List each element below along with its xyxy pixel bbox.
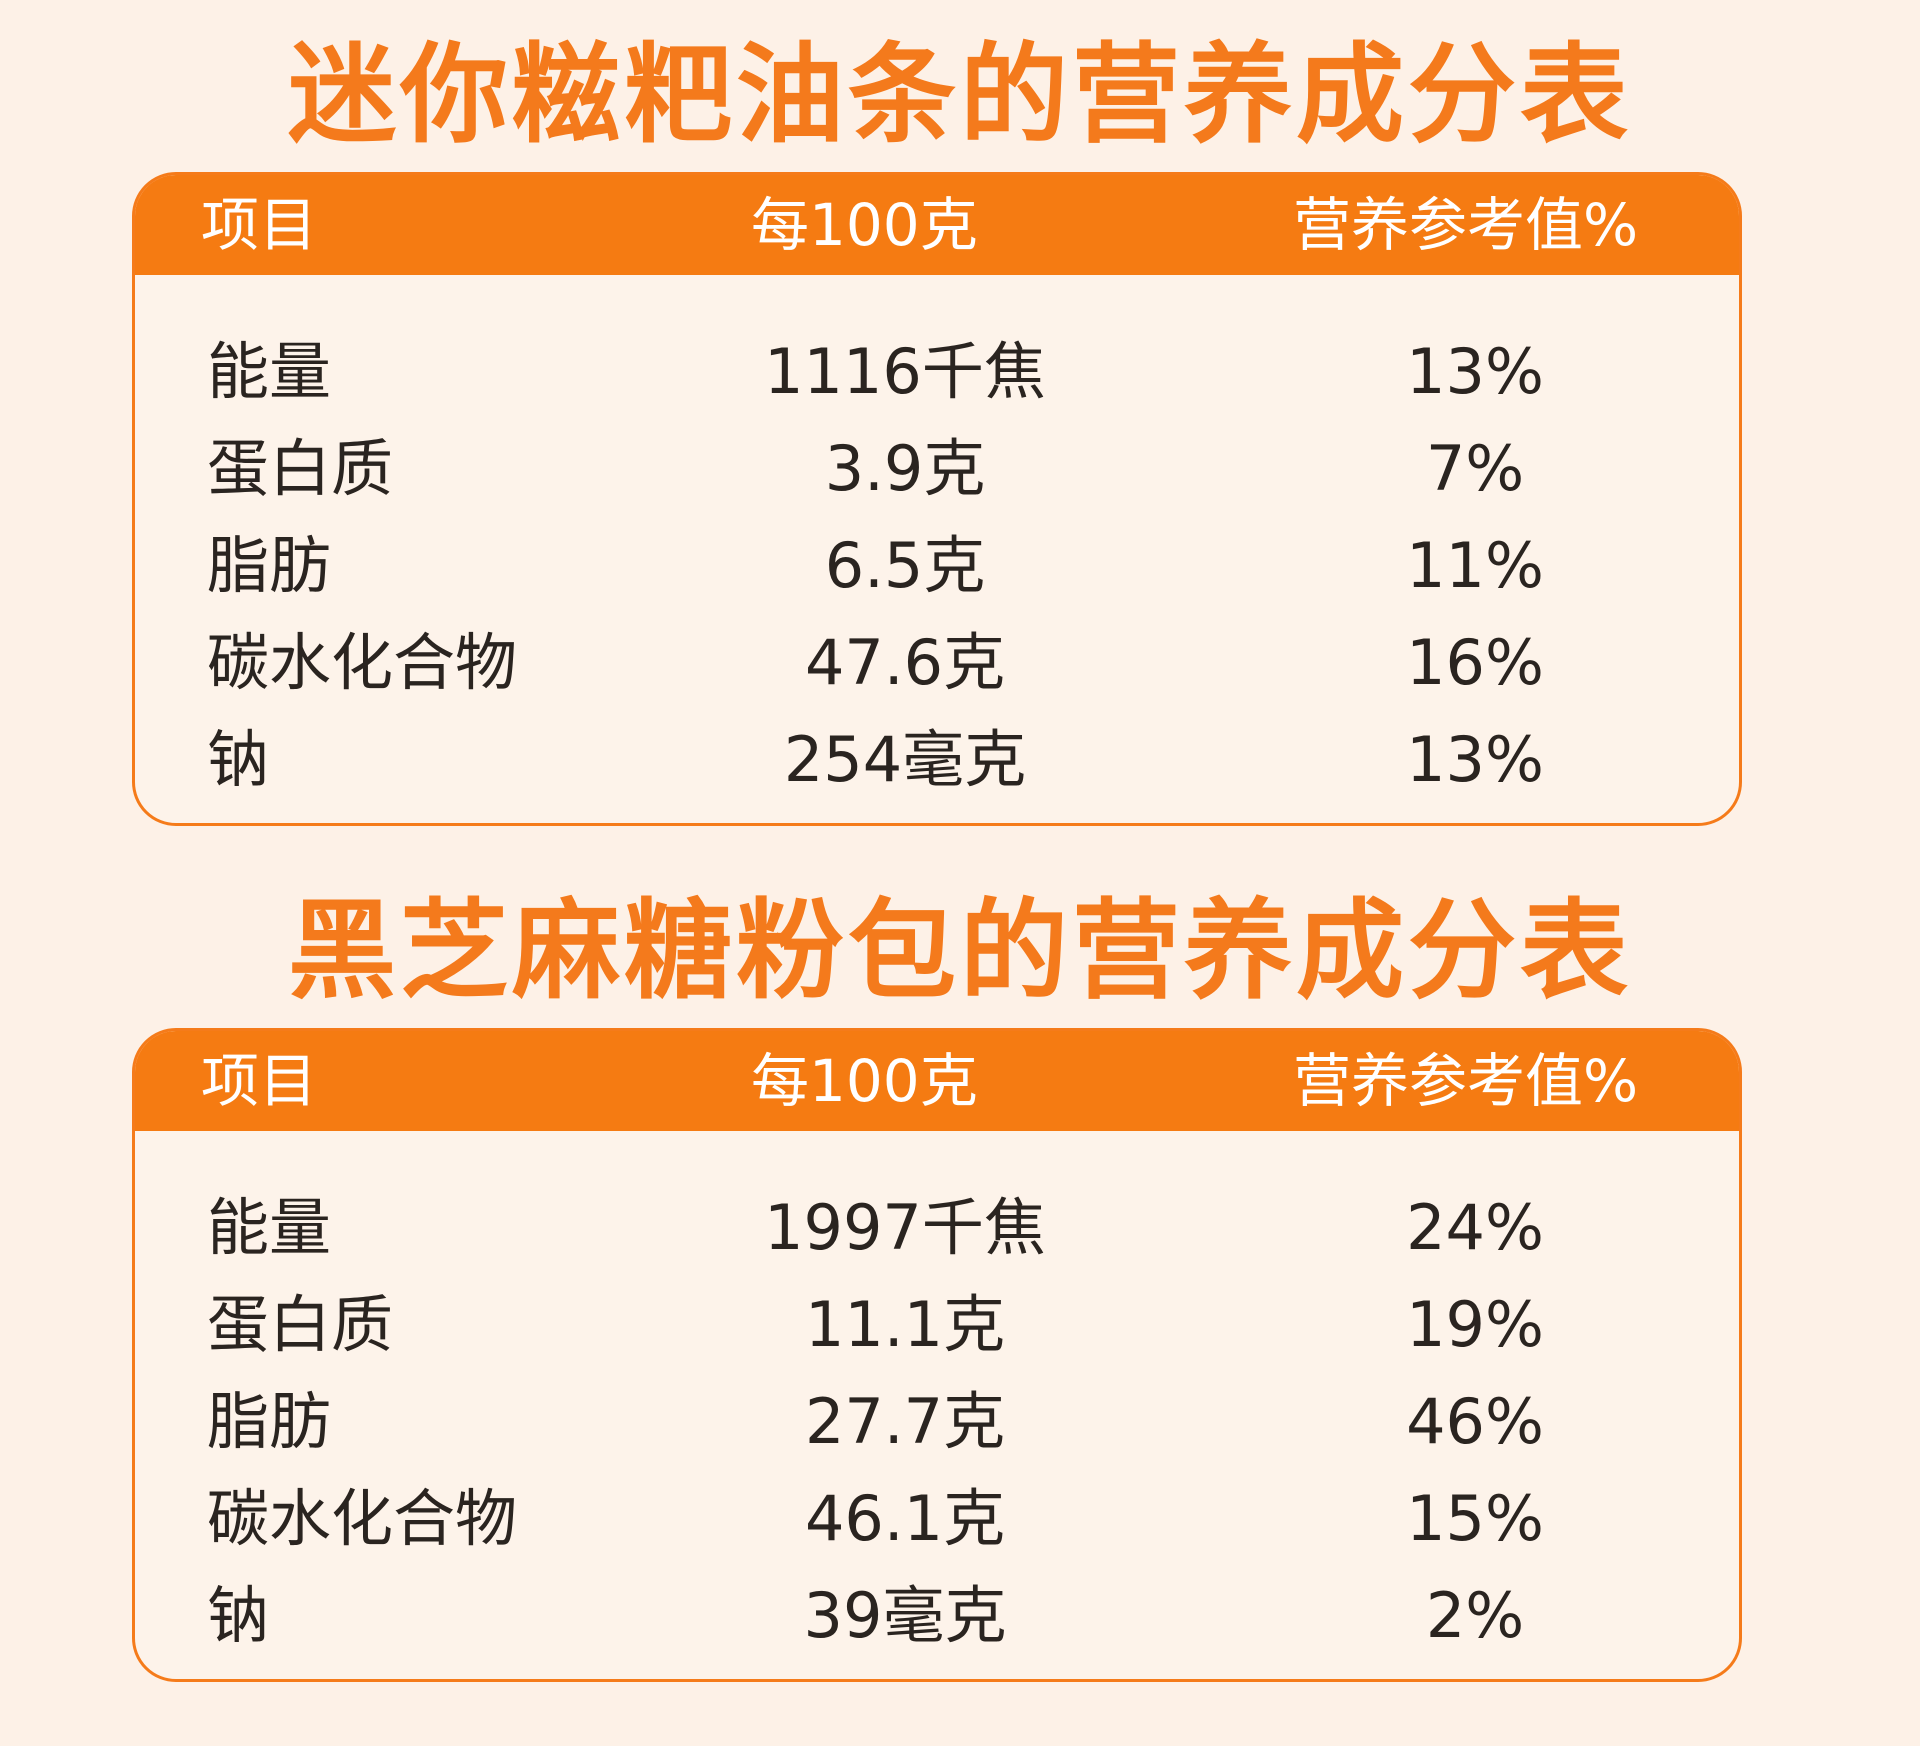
nutrient-amount: 6.5克 [824,529,986,602]
nutrient-nrv: 2% [1425,1579,1525,1652]
table-row: 钠 254毫克 13% [135,711,1739,808]
nutrient-name: 钠 [207,1579,270,1652]
header-nrv: 营养参考值% [1293,191,1639,259]
table-row: 钠 39毫克 2% [135,1567,1739,1664]
table-row: 能量 1116千焦 13% [135,323,1739,420]
nutrition-table-youtiao: 项目 每100克 营养参考值% 能量 1116千焦 13% 蛋白质 3.9克 7… [132,172,1742,826]
nutrient-nrv: 13% [1406,723,1544,796]
section-title-youtiao: 迷你糍粑油条的营养成分表 [287,32,1632,158]
nutrient-amount: 46.1克 [804,1482,1006,1555]
table-row: 碳水化合物 46.1克 15% [135,1470,1739,1567]
nutrient-nrv: 46% [1406,1385,1544,1458]
nutrient-amount: 47.6克 [804,626,1006,699]
table-row: 脂肪 6.5克 11% [135,517,1739,614]
nutrient-nrv: 7% [1425,432,1525,505]
nutrient-nrv: 19% [1406,1288,1544,1361]
nutrient-name: 脂肪 [207,529,332,602]
nutrient-name: 脂肪 [207,1385,332,1458]
table-row: 蛋白质 3.9克 7% [135,420,1739,517]
nutrient-amount: 254毫克 [783,723,1027,796]
table-header: 项目 每100克 营养参考值% [135,1031,1739,1131]
nutrient-amount: 3.9克 [824,432,986,505]
nutrient-name: 碳水化合物 [207,626,518,699]
table-row: 脂肪 27.7克 46% [135,1373,1739,1470]
header-per-100g: 每100克 [751,1047,978,1115]
table-body: 能量 1997千焦 24% 蛋白质 11.1克 19% 脂肪 27.7克 46%… [135,1179,1739,1664]
nutrient-name: 能量 [207,1191,332,1264]
table-row: 能量 1997千焦 24% [135,1179,1739,1276]
nutrient-name: 蛋白质 [207,432,394,505]
table-row: 蛋白质 11.1克 19% [135,1276,1739,1373]
table-body: 能量 1116千焦 13% 蛋白质 3.9克 7% 脂肪 6.5克 11% 碳水… [135,323,1739,808]
table-row: 碳水化合物 47.6克 16% [135,614,1739,711]
table-header: 项目 每100克 营养参考值% [135,175,1739,275]
nutrient-amount: 27.7克 [804,1385,1006,1458]
nutrient-name: 蛋白质 [207,1288,394,1361]
nutrient-amount: 1997千焦 [764,1191,1046,1264]
nutrition-table-sesame: 项目 每100克 营养参考值% 能量 1997千焦 24% 蛋白质 11.1克 … [132,1028,1742,1682]
nutrient-amount: 11.1克 [804,1288,1006,1361]
nutrient-nrv: 13% [1406,335,1544,408]
header-nrv: 营养参考值% [1293,1047,1639,1115]
nutrient-nrv: 16% [1406,626,1544,699]
nutrient-name: 钠 [207,723,270,796]
nutrient-name: 碳水化合物 [207,1482,518,1555]
nutrient-nrv: 15% [1406,1482,1544,1555]
header-item: 项目 [201,1047,318,1115]
nutrient-amount: 1116千焦 [764,335,1046,408]
nutrient-nrv: 11% [1406,529,1544,602]
header-item: 项目 [201,191,318,259]
section-title-sesame: 黑芝麻糖粉包的营养成分表 [287,888,1632,1014]
nutrient-name: 能量 [207,335,332,408]
nutrient-nrv: 24% [1406,1191,1544,1264]
nutrient-amount: 39毫克 [803,1579,1007,1652]
header-per-100g: 每100克 [751,191,978,259]
